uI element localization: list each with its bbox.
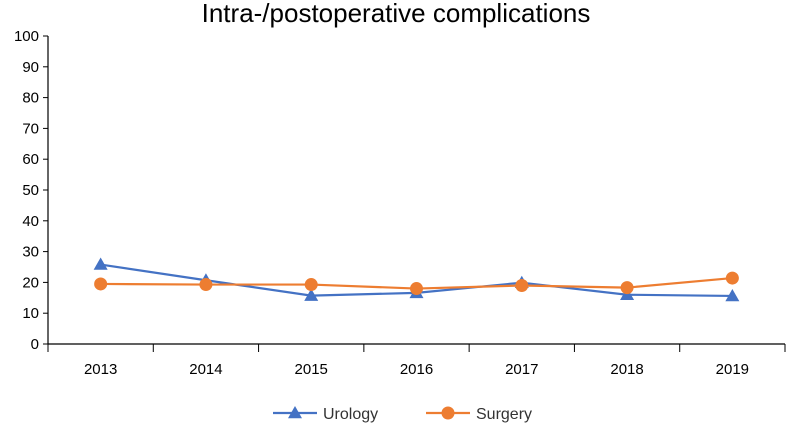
surgery-circle-marker — [515, 278, 529, 292]
y-tick-label: 30 — [22, 244, 39, 261]
surgery-circle-marker — [620, 281, 634, 295]
legend-label: Urology — [323, 406, 378, 423]
x-tick-label: 2016 — [400, 361, 433, 378]
y-tick-label: 100 — [14, 28, 39, 45]
surgery-circle-marker — [199, 278, 213, 292]
y-tick-label: 10 — [22, 305, 39, 322]
chart-title: Intra-/postoperative complications — [202, 0, 591, 28]
surgery-circle-marker — [94, 277, 108, 291]
y-tick-label: 50 — [22, 182, 39, 199]
y-tick-label: 60 — [22, 151, 39, 168]
y-tick-label: 90 — [22, 59, 39, 76]
y-tick-label: 40 — [22, 213, 39, 230]
x-tick-label: 2014 — [189, 361, 222, 378]
legend-item-urology: Urology — [273, 406, 378, 423]
legend-urology-triangle-marker — [288, 406, 302, 419]
y-tick-label: 20 — [22, 274, 39, 291]
axes: 0 10 20 30 40 50 60 70 80 90 100 2013 2014 2015 2016 20… — [14, 28, 786, 378]
urology-triangle-marker — [93, 257, 108, 270]
y-tick-label: 80 — [22, 90, 39, 107]
surgery-circle-marker — [304, 278, 318, 292]
legend: Urology Surgery — [273, 406, 532, 423]
x-tick-label: 2017 — [505, 361, 538, 378]
legend-label: Surgery — [476, 406, 532, 423]
surgery-circle-marker — [725, 271, 739, 285]
x-tick-label: 2019 — [716, 361, 749, 378]
legend-item-surgery: Surgery — [426, 406, 532, 423]
series-surgery — [94, 271, 739, 296]
y-tick-label: 0 — [31, 336, 39, 353]
series-group — [93, 257, 740, 302]
urology-triangle-marker — [304, 288, 319, 301]
x-tick-label: 2018 — [610, 361, 643, 378]
x-tick-label: 2015 — [295, 361, 328, 378]
urology-triangle-marker — [725, 288, 740, 302]
surgery-circle-marker — [410, 282, 423, 296]
legend-surgery-circle-marker — [441, 406, 455, 420]
x-tick-label: 2013 — [84, 361, 117, 378]
y-tick-label: 70 — [22, 120, 39, 137]
